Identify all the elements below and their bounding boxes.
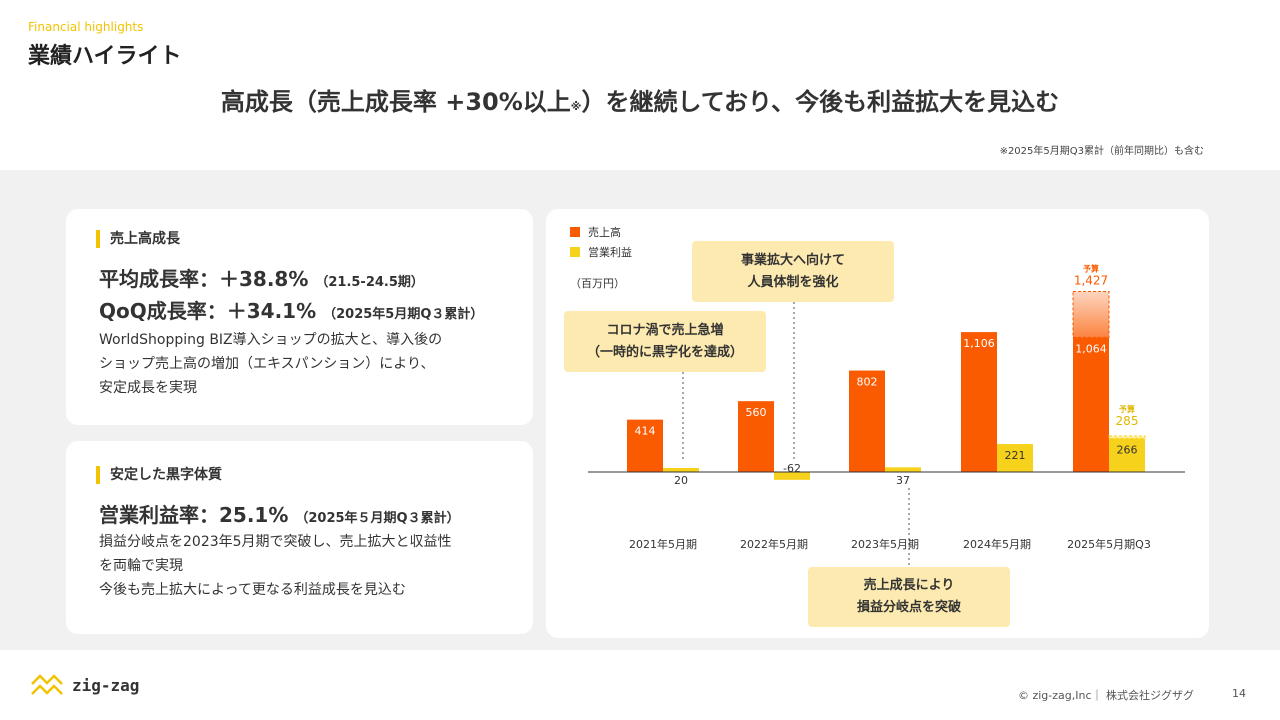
callout-covid-line: コロナ渦で売上急増: [606, 322, 724, 338]
legend-label-profit: 営業利益: [588, 246, 632, 259]
eyebrow: Financial highlights: [28, 20, 144, 34]
sales-desc-line: 安定成長を実現: [99, 380, 197, 396]
profit-desc-line: 損益分岐点を2023年5月期で突破し、売上拡大と収益性: [99, 534, 452, 550]
page-title: 業績ハイライト: [28, 44, 182, 69]
footnote: ※2025年5月期Q3累計（前年同期比）も含む: [999, 146, 1204, 157]
callout-breakeven: 売上成長により 損益分岐点を突破: [808, 567, 1010, 627]
sales-desc-line: ショップ売上高の増加（エキスパンション）により、: [99, 356, 435, 372]
logo-wordmark: zig-zag: [72, 675, 140, 695]
copyright: © zig-zag,Inc｜ 株式会社ジグザグ: [1017, 689, 1194, 702]
avg-growth-period: （21.5-24.5期）: [315, 275, 424, 290]
sales-growth-title: 売上高成長: [96, 230, 180, 248]
callout-hiring-line: 人員体制を強化: [747, 274, 839, 290]
legend-swatch-sales: [570, 227, 580, 237]
profit-desc-line: を両輪で実現: [99, 558, 183, 574]
callout-hiring-line: 事業拡大へ向けて: [740, 252, 845, 268]
callout-breakeven-line: 損益分岐点を突破: [856, 600, 961, 615]
company-logo: zig-zag: [30, 672, 139, 698]
qoq-growth-kpi: QoQ成長率：＋34.1% （2025年5月期Q３累計）: [99, 295, 483, 324]
sales-growth-description: WorldShopping BIZ導入ショップの拡大と、導入後の ショップ売上高…: [99, 328, 442, 400]
callout-hiring: 事業拡大へ向けて 人員体制を強化: [692, 241, 894, 302]
sales-growth-card: 売上高成長 平均成長率：＋38.8% （21.5-24.5期） QoQ成長率：＋…: [66, 209, 533, 425]
legend-label-sales: 売上高: [588, 226, 621, 239]
headline-post: ）を継続しており、今後も利益拡大を見込む: [581, 88, 1060, 116]
avg-growth-value: 平均成長率：＋38.8%: [99, 267, 309, 291]
headline-pre: 高成長（売上成長率 +30%以上: [220, 88, 571, 116]
legend-swatch-profit: [570, 247, 580, 257]
sales-desc-line: WorldShopping BIZ導入ショップの拡大と、導入後の: [99, 332, 443, 348]
profit-description: 損益分岐点を2023年5月期で突破し、売上拡大と収益性 を両輪で実現 今後も売上…: [99, 530, 452, 602]
op-margin-value: 営業利益率：25.1%: [99, 503, 289, 527]
headline-mark: ※: [570, 100, 582, 113]
op-margin-kpi: 営業利益率：25.1% （2025年５月期Q３累計）: [99, 499, 460, 528]
qoq-growth-value: QoQ成長率：＋34.1%: [99, 299, 317, 323]
headline: 高成長（売上成長率 +30%以上※）を継続しており、今後も利益拡大を見込む: [0, 82, 1280, 117]
callout-breakeven-line: 売上成長により: [863, 578, 955, 593]
callout-covid: コロナ渦で売上急増 （一時的に黒字化を達成）: [564, 311, 766, 372]
legend-profit: 営業利益: [570, 244, 632, 260]
profit-title: 安定した黒字体質: [96, 466, 222, 484]
slide-header: Financial highlights 業績ハイライト 高成長（売上成長率 +…: [0, 0, 1280, 170]
qoq-growth-period: （2025年5月期Q３累計）: [323, 307, 484, 322]
profit-desc-line: 今後も売上拡大によって更なる利益成長を見込む: [99, 582, 406, 598]
avg-growth-kpi: 平均成長率：＋38.8% （21.5-24.5期）: [99, 263, 424, 292]
callout-covid-line: （一時的に黒字化を達成）: [586, 344, 743, 360]
zigzag-logo-icon: [31, 674, 63, 695]
profit-card: 安定した黒字体質 営業利益率：25.1% （2025年５月期Q３累計） 損益分岐…: [66, 441, 533, 634]
unit-label: （百万円）: [570, 277, 625, 290]
legend-sales: 売上高: [570, 224, 621, 240]
page-number: 14: [1232, 687, 1246, 700]
op-margin-period: （2025年５月期Q３累計）: [295, 511, 460, 526]
